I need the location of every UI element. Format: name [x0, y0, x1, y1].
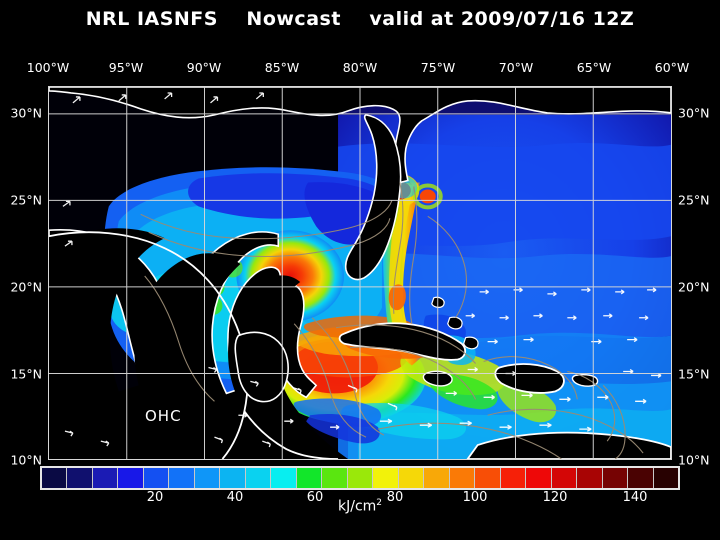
- land-yucatan: [234, 331, 289, 403]
- lon-tick-75W: 75°W: [420, 60, 456, 75]
- colorbar-swatches[interactable]: [40, 466, 680, 490]
- colorbar-cell-11: [322, 468, 348, 488]
- land-florida: [344, 114, 402, 281]
- gulf-stream-core: [389, 184, 418, 358]
- lat-tick-left-30N: 30°N: [10, 105, 42, 121]
- caribbean-margin-green-2: [497, 384, 557, 423]
- colorbar-cell-13: [373, 468, 399, 488]
- graticule-gridlines: [49, 87, 671, 459]
- lon-tick-100W: 100°W: [26, 60, 70, 75]
- coastline-central-america: [243, 410, 339, 459]
- colorbar-cell-10: [296, 468, 323, 488]
- colorbar-cell-23: [628, 468, 654, 488]
- land-south-america: [466, 431, 671, 459]
- colorbar-units-text: kJ/cm: [337, 498, 377, 515]
- colorbar-cell-20: [551, 468, 578, 488]
- colorbar-cell-5: [169, 468, 195, 488]
- lon-tick-60W: 60°W: [654, 60, 690, 75]
- lat-tick-right-10N: 10°N: [678, 452, 710, 468]
- colorbar-cell-7: [220, 468, 246, 488]
- colorbar-cell-16: [449, 468, 476, 488]
- colorbar-cell-9: [271, 468, 297, 488]
- colorbar-cell-4: [143, 468, 170, 488]
- colorbar-cell-3: [118, 468, 144, 488]
- ocean-atlantic-shade-1: [338, 142, 671, 249]
- colorbar-tick-40: 40: [226, 490, 244, 505]
- lat-tick-right-15N: 15°N: [678, 366, 710, 382]
- colorbar-cell-14: [398, 468, 425, 488]
- colorbar-tick-100: 100: [462, 490, 488, 505]
- lat-tick-right-20N: 20°N: [678, 279, 710, 295]
- colorbar-cell-15: [424, 468, 450, 488]
- land-bahamas-3: [463, 336, 479, 350]
- lat-tick-left-10N: 10°N: [10, 452, 42, 468]
- lon-tick-90W: 90°W: [186, 60, 222, 75]
- lon-tick-85W: 85°W: [264, 60, 300, 75]
- caribbean-sw-blue-2: [306, 413, 380, 444]
- colorbar-units-exponent: 2: [376, 498, 383, 508]
- lat-tick-right-30N: 30°N: [678, 105, 710, 121]
- colorbar-cell-19: [526, 468, 552, 488]
- lat-tick-left-25N: 25°N: [10, 192, 42, 208]
- coastline-mexico: [49, 231, 249, 459]
- colorbar-units-label: kJ/cm2: [0, 498, 720, 515]
- ohc-field-raster: [49, 87, 671, 459]
- colorbar-cell-12: [347, 468, 374, 488]
- colorbar-cell-1: [67, 468, 93, 488]
- lon-tick-70W: 70°W: [498, 60, 534, 75]
- land-central-america-fill: [49, 228, 349, 459]
- colorbar-cell-0: [42, 468, 68, 488]
- lon-tick-65W: 65°W: [576, 60, 612, 75]
- colorbar-cell-17: [475, 468, 501, 488]
- colorbar-tick-20: 20: [146, 490, 164, 505]
- lat-tick-left-15N: 15°N: [10, 366, 42, 382]
- colorbar-cell-2: [92, 468, 119, 488]
- map-panel[interactable]: OHC: [48, 86, 672, 460]
- colorbar-cell-21: [577, 468, 603, 488]
- colorbar-tick-80: 80: [386, 490, 404, 505]
- figure-title: NRL IASNFS Nowcast valid at 2009/07/16 1…: [85, 8, 635, 30]
- land-hispaniola: [494, 363, 565, 394]
- colorbar-cell-24: [653, 468, 679, 488]
- warm-ring-north-2: [419, 189, 436, 204]
- colorbar-cell-6: [194, 468, 221, 488]
- lon-tick-95W: 95°W: [108, 60, 144, 75]
- lon-tick-80W: 80°W: [342, 60, 378, 75]
- colorbar-cell-22: [602, 468, 629, 488]
- lat-tick-left-20N: 20°N: [10, 279, 42, 295]
- lat-tick-right-25N: 25°N: [678, 192, 710, 208]
- colorbar-tick-140: 140: [622, 490, 648, 505]
- colorbar-cell-8: [245, 468, 272, 488]
- colorbar-cell-18: [500, 468, 527, 488]
- colorbar-tick-120: 120: [542, 490, 568, 505]
- ocean-atlantic-shade-2: [338, 252, 671, 344]
- colorbar-tick-60: 60: [306, 490, 324, 505]
- colorbar-container[interactable]: 20 40 60 80 100 120 140: [40, 466, 684, 505]
- current-vector-field: [62, 92, 662, 448]
- land-cuba: [338, 322, 467, 361]
- land-bahamas-2: [447, 316, 463, 330]
